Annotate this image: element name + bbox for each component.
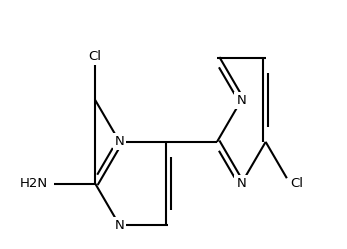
Text: Cl: Cl [89, 50, 102, 63]
Text: H2N: H2N [20, 177, 48, 190]
Text: Cl: Cl [290, 177, 303, 190]
Text: N: N [115, 135, 125, 148]
Text: N: N [236, 177, 246, 190]
Text: N: N [236, 94, 246, 107]
Text: N: N [115, 219, 125, 232]
